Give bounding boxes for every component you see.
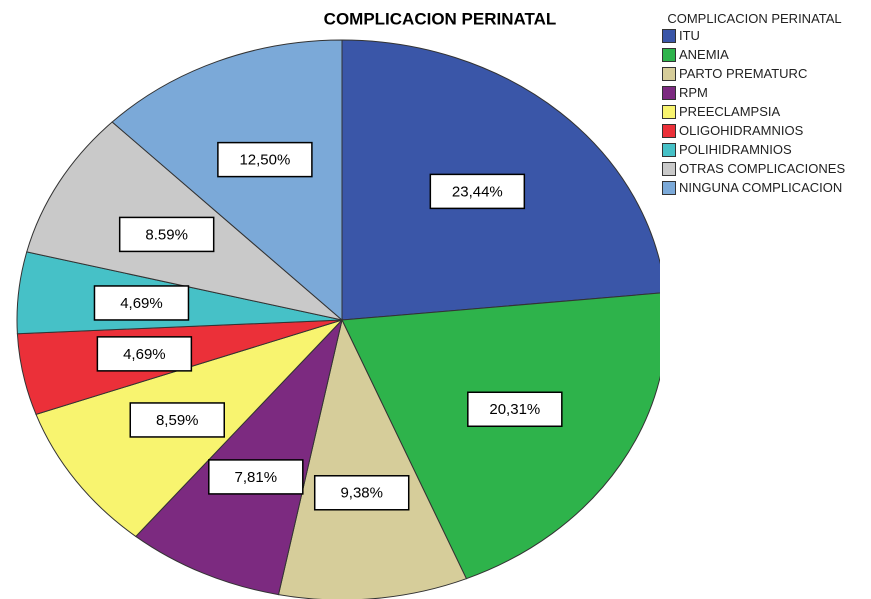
legend-title: COMPLICACION PERINATAL bbox=[667, 11, 842, 26]
legend-item: PREECLAMPSIA bbox=[662, 105, 862, 119]
legend-item: POLIHIDRAMNIOS bbox=[662, 143, 862, 157]
chart-title: COMPLICACION PERINATAL bbox=[324, 9, 557, 28]
legend-swatch bbox=[662, 143, 676, 157]
legend: COMPLICACION PERINATAL ITU ANEMIA PARTO PR… bbox=[662, 12, 862, 200]
legend-item: RPM bbox=[662, 86, 862, 100]
label-box bbox=[467, 391, 563, 428]
label-box bbox=[118, 216, 215, 253]
legend-swatch bbox=[662, 181, 676, 195]
legend-label: PREECLAMPSIA bbox=[679, 104, 781, 119]
legend-swatch bbox=[662, 29, 676, 43]
legend-swatch bbox=[662, 124, 676, 138]
legend-item: OLIGOHIDRAMNIOS bbox=[662, 124, 862, 138]
pie-slice bbox=[135, 318, 343, 596]
label-box bbox=[217, 141, 313, 178]
legend-item: PARTO PREMATURC bbox=[662, 67, 862, 81]
legend-swatch bbox=[662, 67, 676, 81]
label-box bbox=[93, 285, 190, 321]
legend-swatch bbox=[662, 162, 676, 176]
legend-item: ITU bbox=[662, 29, 862, 43]
legend-swatch bbox=[662, 86, 676, 100]
legend-label: PARTO PREMATURC bbox=[679, 66, 808, 81]
legend-label: NINGUNA COMPLICACION bbox=[679, 180, 843, 195]
data-label: 4,69% bbox=[123, 346, 166, 363]
label-box bbox=[129, 402, 226, 438]
data-label: 4,69% bbox=[120, 295, 163, 312]
label-box bbox=[313, 475, 410, 511]
data-label: 8.59% bbox=[145, 226, 188, 243]
data-label: 12,50% bbox=[239, 152, 290, 169]
data-label: 23,44% bbox=[452, 183, 503, 200]
data-label: 7,81% bbox=[235, 469, 278, 486]
label-box bbox=[96, 336, 193, 372]
data-label: 9,38% bbox=[340, 485, 383, 502]
legend-swatch bbox=[662, 105, 676, 119]
pie-slice bbox=[111, 39, 343, 322]
data-label: 8,59% bbox=[156, 412, 199, 429]
legend-label: POLIHIDRAMNIOS bbox=[679, 142, 792, 157]
chart: COMPLICACION PERINATAL 23,44% 20,31% 9,38%… bbox=[16, 9, 668, 599]
legend-item: OTRAS COMPLICACIONES bbox=[662, 162, 862, 176]
legend-swatch bbox=[662, 48, 676, 62]
legend-label: RPM bbox=[679, 85, 708, 100]
legend-item: ANEMIA bbox=[662, 48, 862, 62]
label-box bbox=[429, 173, 526, 210]
label-box bbox=[208, 459, 304, 495]
legend-item: NINGUNA COMPLICACION bbox=[662, 181, 862, 195]
legend-label: OTRAS COMPLICACIONES bbox=[679, 161, 846, 176]
data-label: 20,31% bbox=[489, 401, 540, 418]
legend-label: ITU bbox=[679, 28, 700, 43]
labels: 23,44% 20,31% 9,38% 7,81% 8,59% 4,69% 4,69% 8.5… bbox=[93, 141, 563, 511]
legend-label: ANEMIA bbox=[679, 47, 729, 62]
legend-label: OLIGOHIDRAMNIOS bbox=[679, 123, 804, 138]
